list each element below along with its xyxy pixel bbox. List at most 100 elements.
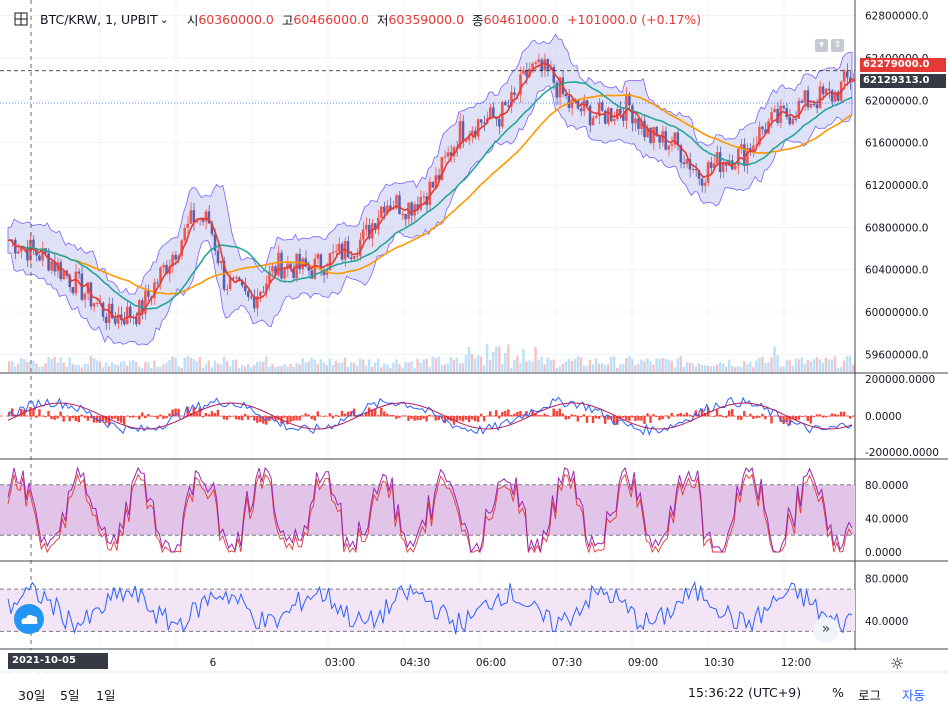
macd-axis-label: -200000.0000 [865, 447, 939, 459]
macd-histogram-bar [836, 414, 840, 417]
range-5d-button[interactable]: 5일 [60, 688, 80, 703]
volume-bar [340, 362, 344, 372]
macd-histogram-bar [579, 416, 583, 418]
macd-histogram-bar [552, 408, 555, 417]
macd-histogram-bar [331, 416, 335, 419]
rsi-band [0, 589, 855, 632]
candle-body [579, 108, 583, 112]
macd-histogram-bar [482, 416, 486, 422]
macd-histogram-bar [343, 413, 347, 417]
candle-body [770, 112, 773, 121]
macd-histogram-bar [380, 407, 383, 417]
volume-bar [452, 359, 456, 372]
volume-bar [848, 356, 852, 372]
low-label: 저 [376, 12, 389, 28]
candle-body [488, 107, 492, 119]
volume-bar [277, 366, 280, 372]
clock-display[interactable]: 15:36:22 (UTC+9) [688, 685, 802, 700]
candle-body [38, 255, 41, 261]
volume-bar [522, 348, 525, 372]
macd-histogram-bar [162, 416, 165, 419]
macd-histogram-bar [32, 408, 35, 417]
candle-body [125, 306, 129, 325]
volume-bar [301, 358, 304, 372]
volume-bar [776, 355, 779, 372]
range-1d-button[interactable]: 1일 [96, 688, 116, 703]
volume-bar [839, 366, 843, 372]
macd-histogram-bar [246, 416, 250, 420]
collapse-icon[interactable]: ▾ [815, 39, 828, 52]
macd-histogram-bar [676, 413, 679, 417]
volume-bar [389, 367, 392, 372]
candle-body [322, 270, 326, 276]
change-value: +101000.0 (+0.17%) [567, 11, 702, 27]
candle-body [395, 195, 398, 209]
expand-icon[interactable]: ⇕ [831, 39, 844, 52]
macd-histogram-bar [198, 407, 201, 417]
macd-histogram-bar [286, 416, 289, 425]
volume-bar [132, 360, 135, 372]
macd-histogram-bar [594, 416, 598, 419]
macd-histogram-bar [625, 416, 628, 420]
volume-bar [842, 360, 846, 372]
gear-icon[interactable]: ☼ [890, 654, 905, 673]
log-toggle[interactable]: 로그 [858, 688, 882, 703]
candle-body [582, 100, 586, 112]
grid-icon[interactable] [14, 12, 28, 26]
volume-bar [812, 358, 816, 372]
volume-bar [788, 360, 791, 372]
macd-histogram-bar [234, 416, 238, 420]
candle-body [597, 102, 601, 116]
volume-bar [386, 364, 389, 372]
stoch-axis-label: 40.0000 [865, 513, 908, 525]
volume-bar [122, 361, 126, 372]
symbol-title[interactable]: BTC/KRW, 1, UPBIT [40, 11, 158, 27]
macd-histogram-bar [141, 412, 144, 417]
volume-bar [104, 362, 108, 372]
candle-body [851, 78, 855, 82]
candle-body [374, 223, 377, 230]
volume-bar [32, 360, 35, 372]
candle-body [788, 117, 791, 125]
percent-toggle[interactable]: % [832, 685, 844, 700]
macd-histogram-bar [531, 409, 534, 417]
volume-bar [159, 366, 162, 372]
high-value: 60466000.0 [293, 11, 369, 27]
candle-body [77, 271, 81, 274]
volume-bar [785, 360, 788, 372]
volume-bar [546, 357, 549, 372]
volume-bar [752, 367, 755, 372]
range-30d-button[interactable]: 30일 [18, 688, 46, 703]
macd-histogram-bar [655, 416, 658, 417]
price-axis-label: 60000000.0 [865, 307, 928, 319]
volume-bar [543, 364, 546, 372]
volume-bar [259, 361, 262, 372]
volume-bar [809, 361, 813, 372]
candle-body [715, 152, 719, 164]
volume-bar [461, 363, 465, 372]
volume-bar [606, 364, 610, 372]
macd-histogram-bar [498, 416, 501, 419]
crosshair-price-tag: 62129313.0 [860, 74, 946, 88]
macd-histogram-bar [643, 416, 646, 424]
volume-bar [609, 356, 613, 372]
volume-bar [156, 366, 159, 372]
chevron-down-icon[interactable]: ⌄ [159, 12, 169, 26]
volume-bar [68, 357, 71, 372]
scroll-right-icon[interactable]: » [813, 617, 839, 643]
volume-bar [613, 356, 616, 372]
volume-bar [428, 366, 431, 372]
candle-body [246, 291, 250, 297]
macd-histogram-bar [250, 416, 253, 418]
candle-body [240, 281, 244, 286]
volume-bar [80, 367, 84, 372]
volume-bar [253, 364, 256, 372]
auto-toggle[interactable]: 자동 [902, 688, 926, 703]
macd-histogram-bar [434, 416, 437, 421]
macd-histogram-bar [818, 414, 822, 417]
time-axis-label: 6 [210, 657, 217, 669]
macd-histogram-bar [821, 416, 825, 418]
cloud-icon[interactable] [14, 604, 44, 634]
volume-bar [337, 362, 341, 372]
